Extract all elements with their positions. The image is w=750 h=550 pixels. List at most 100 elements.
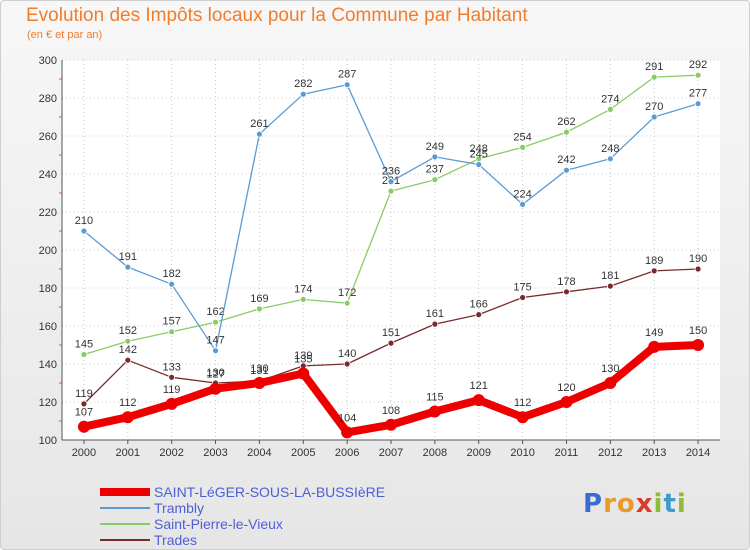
x-tick-label: 2014	[686, 447, 710, 459]
data-label-trades: 131	[250, 365, 268, 377]
data-point-saint-pierre-le-vieux	[694, 71, 702, 79]
data-label-trades: 140	[338, 348, 356, 360]
data-point-trades	[563, 288, 570, 296]
data-label-saint-l-ger-sous-la-bussi-re: 127	[206, 369, 224, 381]
data-label-saint-pierre-le-vieux: 157	[162, 316, 180, 328]
data-label-saint-pierre-le-vieux: 172	[338, 287, 356, 299]
data-point-saint-l-ger-sous-la-bussi-re	[121, 411, 134, 424]
data-label-saint-l-ger-sous-la-bussi-re: 135	[294, 354, 312, 366]
y-tick-label: 220	[39, 207, 57, 219]
data-point-saint-l-ger-sous-la-bussi-re	[253, 377, 266, 389]
data-label-saint-pierre-le-vieux: 291	[645, 61, 663, 73]
data-label-saint-l-ger-sous-la-bussi-re: 130	[601, 363, 619, 375]
x-tick-label: 2006	[335, 447, 359, 459]
data-label-trambly: 277	[689, 88, 707, 100]
data-label-saint-l-ger-sous-la-bussi-re: 104	[338, 412, 356, 424]
data-point-saint-l-ger-sous-la-bussi-re	[428, 405, 441, 418]
legend-swatch	[100, 488, 150, 496]
data-point-saint-l-ger-sous-la-bussi-re	[648, 340, 661, 353]
data-point-saint-l-ger-sous-la-bussi-re	[165, 397, 178, 410]
data-label-trambly: 248	[601, 143, 619, 155]
data-label-saint-l-ger-sous-la-bussi-re: 107	[75, 407, 93, 419]
data-point-trambly	[431, 153, 439, 161]
data-label-saint-l-ger-sous-la-bussi-re: 130	[250, 363, 268, 375]
data-label-trades: 178	[557, 276, 575, 288]
data-point-saint-l-ger-sous-la-bussi-re	[560, 396, 573, 408]
data-point-saint-l-ger-sous-la-bussi-re	[472, 394, 485, 407]
y-tick-label: 140	[39, 359, 57, 371]
data-point-saint-pierre-le-vieux	[80, 351, 88, 358]
y-tick-label: 160	[39, 321, 57, 333]
x-tick-label: 2013	[642, 447, 666, 459]
data-label-saint-pierre-le-vieux: 237	[426, 164, 444, 176]
data-label-trambly: 191	[119, 251, 137, 263]
legend-swatch	[100, 507, 150, 509]
data-label-trambly: 242	[557, 154, 575, 166]
data-point-saint-l-ger-sous-la-bussi-re	[604, 377, 617, 389]
data-point-saint-pierre-le-vieux	[343, 299, 351, 307]
data-point-trambly	[212, 347, 219, 355]
x-tick-label: 2011	[555, 447, 579, 459]
data-point-saint-pierre-le-vieux	[431, 176, 439, 184]
data-point-saint-l-ger-sous-la-bussi-re	[385, 418, 397, 431]
x-tick-label: 2000	[72, 447, 96, 459]
data-point-saint-l-ger-sous-la-bussi-re	[77, 420, 90, 433]
data-label-saint-l-ger-sous-la-bussi-re: 120	[557, 382, 575, 394]
data-point-trambly	[387, 178, 395, 186]
data-point-saint-l-ger-sous-la-bussi-re	[297, 367, 310, 380]
data-point-saint-pierre-le-vieux	[563, 128, 570, 136]
data-point-trades	[124, 356, 132, 364]
x-tick-label: 2009	[466, 447, 490, 459]
data-label-trades: 161	[426, 308, 444, 320]
data-label-trambly: 147	[206, 335, 224, 347]
data-point-trambly	[255, 130, 263, 138]
data-label-trambly: 261	[250, 118, 268, 130]
data-label-saint-pierre-le-vieux: 292	[689, 59, 707, 71]
data-label-saint-l-ger-sous-la-bussi-re: 121	[470, 380, 488, 392]
data-label-saint-pierre-le-vieux: 169	[250, 293, 268, 305]
data-point-trambly	[343, 81, 351, 89]
data-point-trades	[606, 282, 614, 290]
data-point-saint-pierre-le-vieux	[299, 295, 307, 303]
data-point-saint-pierre-le-vieux	[124, 337, 132, 345]
data-label-trambly: 270	[645, 101, 663, 113]
data-point-saint-l-ger-sous-la-bussi-re	[516, 411, 529, 424]
logo-letter: i	[676, 489, 687, 519]
data-label-trades: 166	[470, 299, 488, 311]
data-label-saint-l-ger-sous-la-bussi-re: 150	[689, 325, 707, 337]
legend-label: Trades	[154, 532, 198, 548]
y-tick-label: 120	[39, 397, 57, 409]
data-point-saint-pierre-le-vieux	[519, 143, 526, 151]
data-point-trades	[168, 373, 176, 381]
data-label-trambly: 245	[470, 149, 488, 161]
data-point-saint-pierre-le-vieux	[606, 106, 614, 113]
data-label-trambly: 182	[162, 268, 180, 280]
data-point-saint-pierre-le-vieux	[387, 187, 395, 195]
data-label-saint-l-ger-sous-la-bussi-re: 149	[645, 327, 663, 339]
logo-letter: o	[616, 489, 636, 519]
data-label-trades: 142	[119, 344, 137, 356]
data-label-saint-pierre-le-vieux: 254	[513, 131, 531, 143]
data-point-trambly	[694, 100, 702, 108]
data-label-trambly: 224	[513, 188, 531, 200]
data-point-trades	[80, 400, 88, 408]
data-label-trambly: 287	[338, 69, 356, 81]
logo-letter: r	[603, 489, 617, 519]
data-label-trambly: 249	[426, 141, 444, 153]
data-point-saint-pierre-le-vieux	[650, 73, 658, 81]
data-point-trades	[650, 267, 658, 275]
data-label-trades: 189	[645, 255, 663, 267]
data-label-saint-l-ger-sous-la-bussi-re: 119	[163, 384, 181, 396]
y-tick-label: 300	[39, 55, 57, 67]
x-tick-label: 2010	[510, 447, 534, 459]
x-tick-label: 2001	[116, 447, 140, 459]
data-label-saint-pierre-le-vieux: 248	[470, 143, 488, 155]
logo-letter: P	[583, 489, 604, 519]
data-label-trambly: 236	[382, 166, 400, 178]
y-tick-label: 180	[39, 283, 57, 295]
legend-label: SAINT-LéGER-SOUS-LA-BUSSIèRE	[154, 484, 386, 500]
data-label-trades: 190	[689, 253, 707, 265]
data-point-trades	[343, 360, 351, 368]
chart-subtitle: (en € et par an)	[27, 29, 103, 41]
